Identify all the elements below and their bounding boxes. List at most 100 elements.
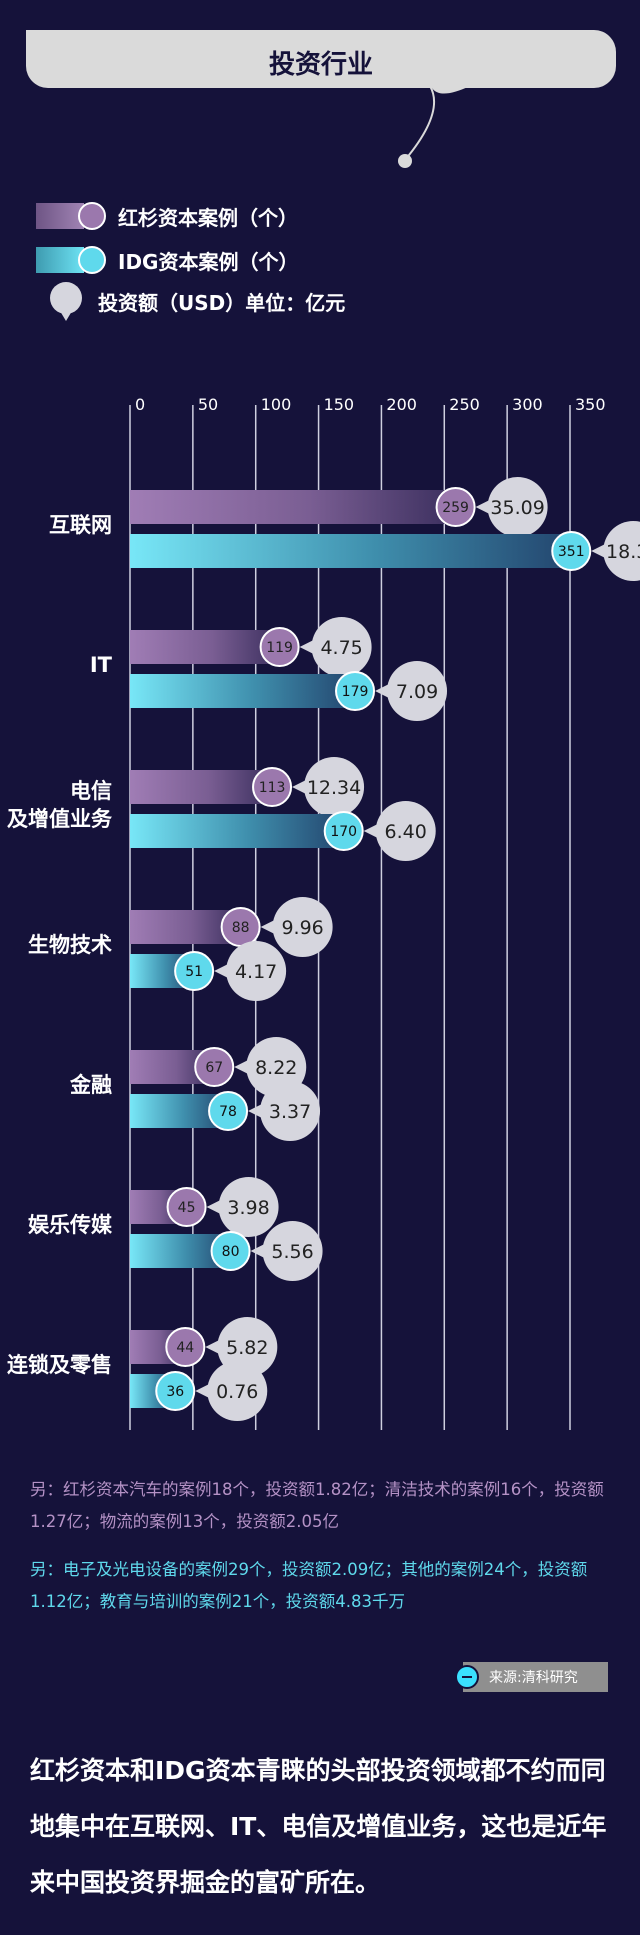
amount-pointer [299, 639, 316, 655]
x-tick-label: 250 [449, 395, 480, 414]
count-label: 36 [166, 1384, 184, 1400]
category-label: 金融 [69, 1073, 112, 1097]
x-tick-label: 0 [135, 395, 145, 414]
x-tick-label: 300 [512, 395, 543, 414]
amount-label: 3.98 [227, 1197, 269, 1219]
idg-note: 另：电子及光电设备的案例29个，投资额2.09亿；其他的案例24个，投资额1.1… [30, 1560, 588, 1611]
legend-sequoia-label: 红杉资本案例（个） [118, 205, 298, 230]
bar [130, 814, 344, 848]
amount-bubble [262, 1221, 323, 1281]
count-dot [323, 811, 364, 851]
count-dot [208, 1091, 249, 1131]
category-label: 及增值业务 [7, 807, 113, 831]
legend-idg-swatch [36, 247, 84, 273]
count-label: 88 [232, 920, 250, 936]
amount-label: 4.17 [235, 961, 277, 983]
amount-label: 18.35 [606, 541, 640, 563]
category-label: 电信 [70, 779, 112, 803]
x-tick-label: 50 [198, 395, 218, 414]
category-label: 互联网 [49, 513, 112, 537]
category-label: 连锁及零售 [7, 1353, 112, 1377]
count-dot [210, 1231, 251, 1271]
legend-idg-dot [78, 246, 106, 274]
count-dot [174, 951, 215, 991]
count-dot [252, 767, 293, 807]
category-label: 娱乐传媒 [28, 1213, 113, 1237]
legend-idg-label: IDG资本案例（个） [118, 249, 299, 274]
callout-pointer [398, 85, 470, 168]
count-label: 259 [442, 500, 469, 516]
amount-label: 9.96 [281, 917, 323, 939]
amount-label: 6.40 [385, 821, 427, 843]
x-tick-label: 100 [261, 395, 292, 414]
count-dot [435, 487, 476, 527]
legend-amount: 投资额（USD）单位：亿元 [36, 282, 346, 321]
count-dot [551, 531, 592, 571]
amount-pointer [292, 779, 309, 795]
count-dot [166, 1187, 207, 1227]
count-label: 119 [266, 640, 293, 656]
count-dot [165, 1327, 206, 1367]
amount-pointer [205, 1339, 222, 1355]
amount-label: 3.37 [269, 1101, 311, 1123]
category-label: 生物技术 [28, 933, 112, 957]
count-label: 351 [558, 544, 585, 560]
amount-pointer [234, 1059, 251, 1075]
amount-label: 5.56 [271, 1241, 313, 1263]
header-banner: 投资行业 [26, 30, 616, 88]
amount-pointer [206, 1199, 223, 1215]
count-label: 78 [219, 1104, 237, 1120]
summary-text: 红杉资本和IDG资本青睐的头部投资领域都不约而同地集中在互联网、IT、电信及增值… [30, 1756, 607, 1897]
amount-label: 12.34 [307, 777, 361, 799]
page-title: 投资行业 [268, 50, 373, 80]
count-label: 67 [205, 1060, 223, 1076]
sequoia-note: 另：红杉资本汽车的案例18个，投资额1.82亿；清洁技术的案例16个，投资额1.… [30, 1480, 604, 1531]
amount-pointer [214, 963, 231, 979]
bar [130, 490, 456, 524]
amount-bubble [218, 1177, 279, 1237]
amount-pointer [260, 919, 277, 935]
amount-pointer [250, 1243, 267, 1259]
legend-sequoia: 红杉资本案例（个） [36, 199, 298, 233]
bar [130, 534, 572, 568]
amount-bubble [207, 1361, 268, 1421]
amount-bubble [375, 801, 436, 861]
amount-pointer [591, 543, 608, 559]
minus-circle-icon [455, 1665, 479, 1689]
amount-pointer [475, 499, 492, 515]
amount-bubble [311, 617, 372, 677]
legend-amount-label: 投资额（USD）单位：亿元 [98, 290, 346, 315]
amount-pointer [375, 683, 392, 699]
count-label: 179 [342, 684, 369, 700]
legend-idg: IDG资本案例（个） [36, 243, 298, 277]
count-label: 113 [259, 780, 286, 796]
bar [130, 630, 280, 664]
amount-bubble [387, 661, 448, 721]
source-label: 来源:清科研究 [489, 1670, 578, 1686]
amount-bubble [603, 521, 640, 581]
bar-chart: 0 50 100 150 200 250 300 350 35.09 259 18.35 351 4.… [7, 395, 640, 1430]
amount-label: 4.75 [320, 637, 362, 659]
amount-pointer [248, 1103, 265, 1119]
bar [130, 674, 356, 708]
amount-bubble [487, 477, 548, 537]
bars: 35.09 259 18.35 351 4.75 119 7.09 179 12.34 113 6.… [130, 477, 640, 1421]
count-dot [259, 627, 300, 667]
count-label: 44 [176, 1340, 194, 1356]
amount-bubble [272, 897, 333, 957]
x-tick-label: 350 [575, 395, 606, 414]
legend-sequoia-swatch [36, 203, 84, 229]
count-label: 51 [185, 964, 203, 980]
amount-label: 0.76 [216, 1381, 258, 1403]
amount-bubble [260, 1081, 321, 1141]
amount-label: 7.09 [396, 681, 438, 703]
count-dot [194, 1047, 235, 1087]
legend-sequoia-dot [78, 202, 106, 230]
x-tick-label: 150 [324, 395, 355, 414]
amount-label: 5.82 [226, 1337, 268, 1359]
amount-pointer [195, 1383, 212, 1399]
pin-icon [50, 282, 82, 321]
amount-label: 35.09 [490, 497, 544, 519]
amount-bubble [226, 941, 287, 1001]
